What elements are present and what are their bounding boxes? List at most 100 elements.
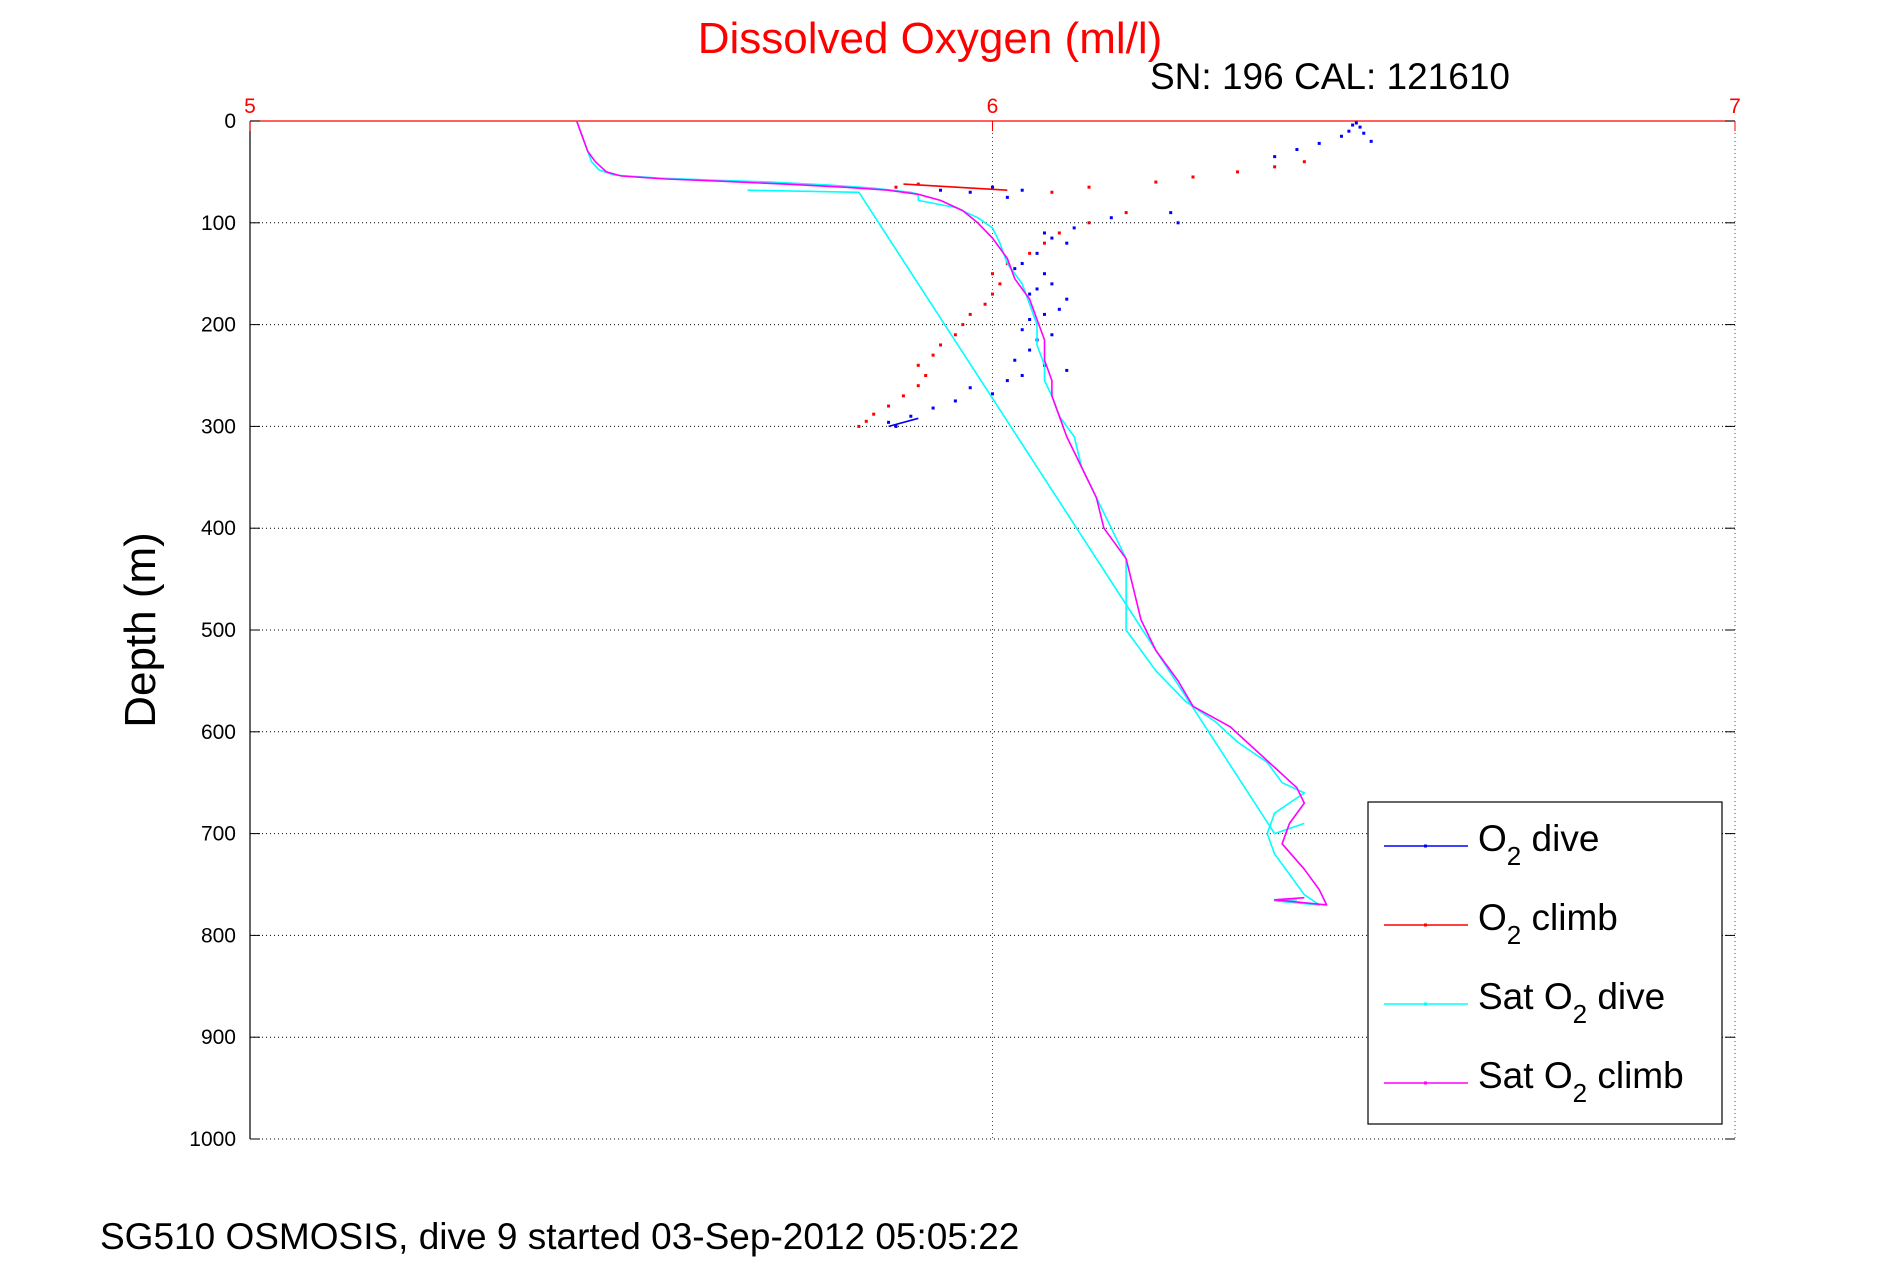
o2-climb-point <box>916 384 920 388</box>
o2-climb-point <box>894 185 898 189</box>
o2-dive-point <box>1339 134 1343 138</box>
o2-dive-point <box>968 386 972 390</box>
o2-climb-point <box>1124 211 1128 215</box>
legend-swatch-marker <box>1424 844 1427 848</box>
o2-dive-point <box>1050 282 1054 286</box>
o2-climb-point <box>916 363 920 367</box>
o2-dive-point <box>1005 379 1009 383</box>
sat-o2-dive-line-line <box>747 189 1305 835</box>
o2-climb-point <box>872 412 876 416</box>
o2-climb-point <box>1236 170 1240 174</box>
o2-climb-point <box>857 424 861 428</box>
o2-dive-point <box>931 406 935 410</box>
o2-climb-point <box>1057 231 1061 235</box>
o2-climb-point <box>939 343 943 347</box>
legend-label: O2 dive <box>1478 818 1599 871</box>
o2-dive-point <box>953 399 957 403</box>
y-tick-label: 200 <box>201 314 236 337</box>
o2-dive-point <box>1013 267 1017 271</box>
o2-dive-point <box>1028 292 1032 296</box>
x-tick-label: 5 <box>244 95 256 118</box>
y-tick-label: 1000 <box>189 1128 236 1151</box>
o2-dive-point <box>991 185 994 189</box>
o2-climb-point <box>953 333 957 337</box>
o2-climb-point <box>1087 221 1091 225</box>
o2-dive-point <box>1005 195 1009 199</box>
o2-climb-point <box>991 272 994 276</box>
o2-dive-point <box>1035 287 1039 291</box>
o2-dive-point <box>1354 121 1358 125</box>
sat-o2-climb-line <box>575 120 1328 906</box>
plot-area: 0 100 200 300 400 500 600 700 800 900 1000 5 6 7 O2 di… <box>189 95 1741 1151</box>
o2-climb-point <box>1087 185 1091 189</box>
o2-dive-point <box>1042 231 1046 235</box>
o2-dive-point <box>1020 374 1024 377</box>
o2-dive-point <box>991 392 994 396</box>
o2-dive-point <box>1020 262 1024 266</box>
chart-subtitle: SN: 196 CAL: 121610 <box>1150 56 1510 97</box>
legend-label: Sat O2 climb <box>1478 1055 1684 1108</box>
y-tick-label: 100 <box>201 212 236 235</box>
o2-dive-point <box>939 188 943 192</box>
o2-dive-point <box>1109 216 1113 220</box>
y-tick-label: 600 <box>201 721 236 744</box>
y-axis-label: Depth (m) <box>116 532 165 728</box>
o2-dive-point <box>1035 251 1039 255</box>
y-tick-label: 500 <box>201 619 236 642</box>
chart: Dissolved Oxygen (ml/l) SN: 196 CAL: 121… <box>116 14 1741 1151</box>
o2-climb-point <box>1273 165 1277 169</box>
legend-swatch-marker <box>1424 923 1427 927</box>
legend-swatch-marker <box>1424 1081 1427 1085</box>
o2-dive-point <box>1065 241 1069 245</box>
o2-dive-point <box>1072 226 1076 230</box>
legend-swatch-marker <box>1424 1002 1427 1006</box>
o2-dive-point <box>1050 236 1054 240</box>
o2-climb-point <box>1050 190 1054 194</box>
o2-climb-point <box>887 404 891 408</box>
o2-dive-point <box>1065 297 1069 301</box>
chart-title: Dissolved Oxygen (ml/l) <box>698 14 1163 63</box>
o2-dive-point <box>1176 221 1180 225</box>
o2-climb-point <box>1042 241 1046 245</box>
o2-dive-point <box>887 420 891 424</box>
o2-dive-point <box>1317 141 1321 145</box>
o2-climb-point <box>931 353 935 357</box>
o2-dive-point <box>909 414 913 418</box>
o2-climb-point <box>1154 180 1158 184</box>
o2-dive-line-line <box>888 417 919 428</box>
o2-dive-point <box>1351 123 1355 127</box>
o2-dive-point <box>968 190 972 194</box>
o2-dive-point <box>894 424 898 428</box>
o2-dive-point <box>1273 155 1277 159</box>
o2-climb-point <box>901 394 905 398</box>
o2-dive-point <box>1295 148 1299 152</box>
o2-climb-point <box>983 302 987 306</box>
y-tick-label: 800 <box>201 924 236 947</box>
o2-dive-point <box>1042 312 1046 316</box>
o2-dive-point <box>1042 272 1046 276</box>
o2-climb-point <box>961 323 965 327</box>
o2-dive-point <box>1347 129 1351 133</box>
o2-dive-point <box>1020 328 1024 332</box>
x-tick-label: 6 <box>987 95 999 118</box>
o2-climb-point <box>968 312 972 316</box>
o2-dive-point <box>1169 211 1173 215</box>
o2-climb-point <box>998 282 1002 286</box>
footer-caption: SG510 OSMOSIS, dive 9 started 03-Sep-201… <box>100 1216 1020 1257</box>
o2-climb-point <box>1028 251 1032 255</box>
legend-label: O2 climb <box>1478 897 1618 950</box>
o2-climb-point <box>991 292 994 296</box>
y-tick-label: 0 <box>224 110 236 133</box>
o2-climb-line-line <box>903 183 1008 191</box>
legend-label: Sat O2 dive <box>1478 976 1665 1029</box>
o2-dive-point <box>1369 139 1373 143</box>
y-tick-label: 700 <box>201 823 236 846</box>
o2-climb-point <box>916 182 920 186</box>
o2-climb-point <box>864 419 868 423</box>
o2-dive-point <box>1065 368 1069 372</box>
o2-dive-point <box>1013 358 1017 362</box>
sat-o2-dive-line <box>575 120 1320 906</box>
o2-dive-point <box>1057 307 1061 311</box>
y-tick-label: 400 <box>201 517 236 540</box>
o2-dive-point <box>1358 125 1362 129</box>
